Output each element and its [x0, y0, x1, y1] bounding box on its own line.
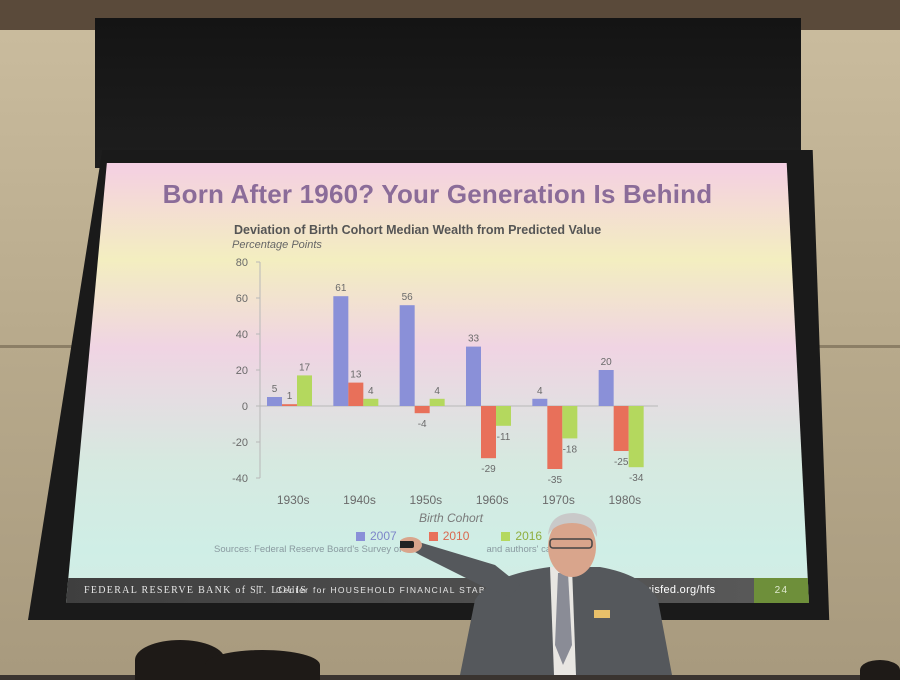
data-label-1930s-2016: 17 [299, 362, 311, 373]
data-label-1970s-2016: -18 [563, 444, 578, 455]
data-label-1980s-2007: 20 [601, 357, 613, 368]
y-tick-label-40: 40 [236, 329, 248, 341]
legend-swatch-2010 [428, 531, 438, 541]
footer-separator: | [256, 584, 260, 594]
sources-note: Sources: Federal Reserve Board's Survey … [214, 544, 593, 555]
chart-title: Deviation of Birth Cohort Median Wealth … [234, 223, 602, 237]
slide-title: Born After 1960? Your Generation Is Behi… [162, 179, 713, 209]
bar-1980s-2016 [628, 406, 644, 468]
legend-label-2007: 2007 [370, 529, 397, 543]
x-tick-label-1930s: 1930s [277, 493, 310, 507]
sources-prefix: Sources: Federal Reserve Board's Survey … [214, 544, 417, 555]
data-label-1950s-2016: 4 [434, 386, 440, 397]
data-label-1970s-2010: -35 [548, 475, 563, 486]
data-label-1940s-2010: 13 [350, 370, 362, 381]
y-tick-label-20: 20 [236, 365, 248, 377]
bar-1940s-2007 [333, 296, 349, 406]
data-label-1980s-2010: -25 [614, 457, 629, 468]
bar-1960s-2010 [481, 406, 496, 459]
bar-1930s-2007 [267, 397, 282, 406]
bar-1980s-2010 [613, 406, 629, 451]
data-label-1940s-2016: 4 [368, 386, 374, 397]
data-label-1970s-2007: 4 [537, 386, 543, 397]
y-tick-label-60: 60 [236, 293, 248, 305]
legend-label-2016: 2016 [515, 529, 543, 543]
data-label-1930s-2010: 1 [287, 391, 293, 402]
footer-org: FEDERAL RESERVE BANK of ST. LOUIS [84, 585, 308, 596]
x-tick-label-1940s: 1940s [343, 493, 376, 507]
chart-subtitle: Percentage Points [232, 239, 322, 251]
x-tick-label-1970s: 1970s [542, 493, 575, 507]
x-tick-label-1980s: 1980s [608, 493, 641, 507]
footer-url: louisfed.org/hfs [636, 584, 716, 596]
audience-head-center [205, 650, 320, 680]
bar-1950s-2016 [429, 398, 445, 406]
sources-suffix: and authors' calculations. [486, 544, 594, 555]
bar-1950s-2007 [399, 305, 415, 406]
bar-1940s-2016 [363, 398, 379, 406]
presenter-figure [400, 513, 672, 675]
legend-swatch-2007 [356, 531, 365, 541]
bar-1980s-2007 [598, 370, 614, 406]
chart-legend: 2007 2010 2016 [356, 529, 542, 543]
x-tick-label-1960s: 1960s [476, 493, 509, 507]
data-label-1960s-2016: -11 [497, 432, 511, 443]
bar-1970s-2007 [532, 398, 548, 406]
data-label-1930s-2007: 5 [272, 384, 278, 395]
bar-1970s-2016 [562, 406, 578, 439]
bar-1960s-2016 [496, 406, 511, 426]
legend-item-2007: 2007 [356, 529, 397, 543]
footer-center-name: Center for HOUSEHOLD FINANCIAL STABILIT [276, 585, 506, 595]
slide-footer: FEDERAL RESERVE BANK of ST. LOUIS | Cent… [66, 578, 809, 603]
y-tick-label--20: -20 [232, 437, 248, 449]
legend-swatch-2016 [501, 531, 511, 541]
data-label-1950s-2007: 56 [402, 292, 414, 303]
y-tick-label--40: -40 [232, 473, 248, 485]
legend-label-2010: 2010 [442, 529, 470, 543]
y-tick-label-80: 80 [236, 257, 248, 269]
footer-page-number: 24 [754, 578, 809, 603]
presentation-slide: Born After 1960? Your Generation Is Behi… [66, 163, 809, 603]
data-label-1950s-2010: -4 [418, 419, 427, 430]
projector-screen-case [95, 18, 801, 168]
y-tick-label-0: 0 [242, 401, 248, 413]
bar-1960s-2007 [466, 346, 481, 406]
bar-1930s-2016 [297, 375, 312, 406]
data-label-1980s-2016: -34 [629, 473, 644, 484]
audience-head-right [860, 660, 900, 680]
bar-1940s-2010 [348, 382, 364, 406]
bar-1970s-2010 [547, 406, 563, 469]
legend-item-2016: 2016 [501, 529, 542, 543]
legend-item-2010: 2010 [428, 529, 470, 543]
x-axis-title: Birth Cohort [419, 511, 484, 525]
x-tick-label-1950s: 1950s [409, 493, 442, 507]
bar-1950s-2010 [414, 406, 430, 414]
data-label-1940s-2007: 61 [335, 283, 347, 294]
bar-chart: 80 60 40 20 0 -20 -40 51 17 1930s 61 13 4 1940s 56 -4 4 1… [232, 257, 658, 525]
bar-1930s-2010 [282, 404, 297, 406]
data-label-1960s-2007: 33 [468, 334, 480, 345]
data-label-1960s-2010: -29 [481, 464, 496, 475]
